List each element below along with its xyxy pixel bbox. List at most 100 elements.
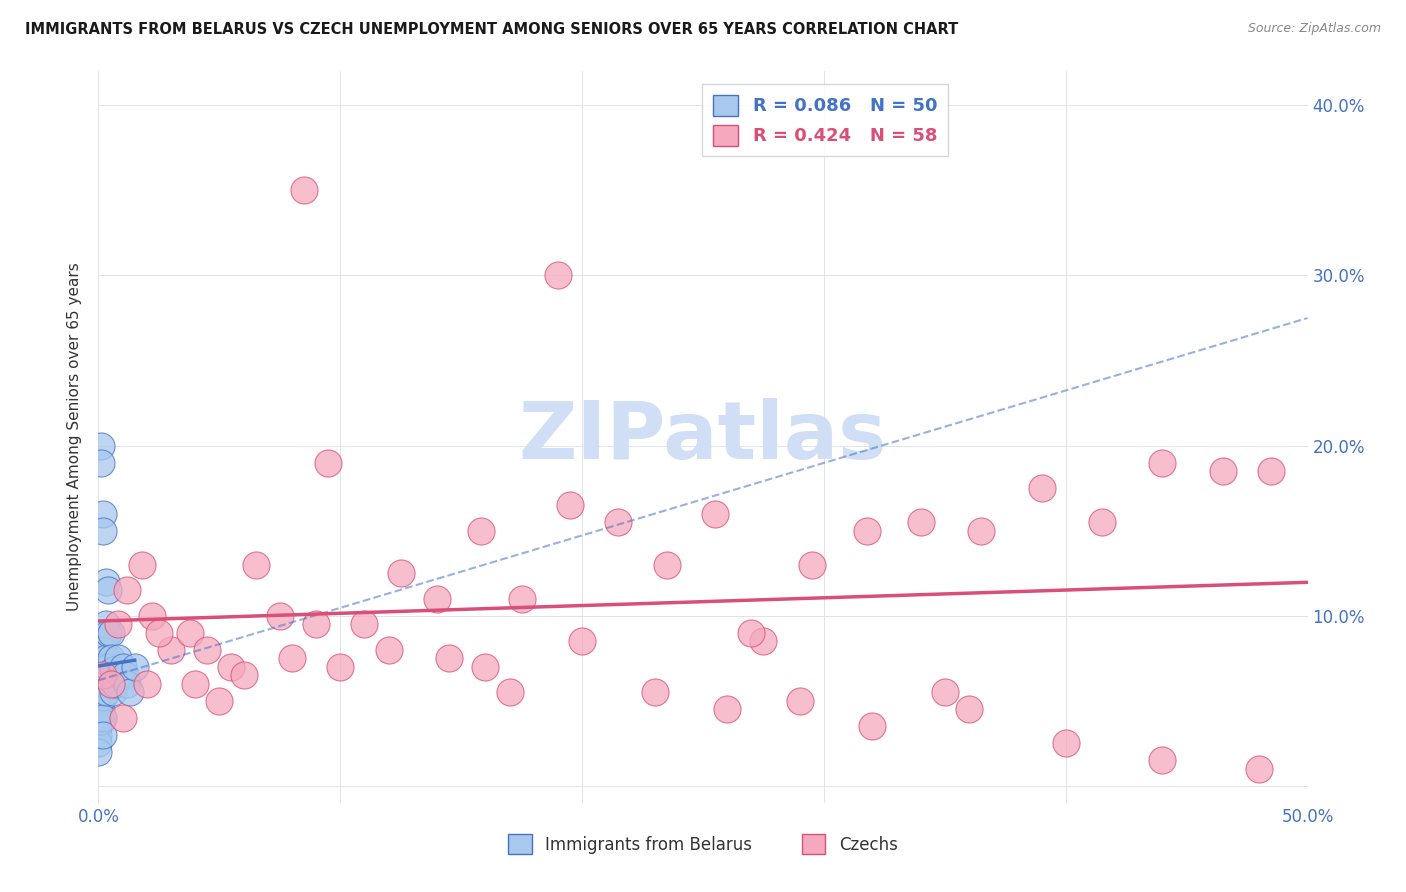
- Point: [160, 642, 183, 657]
- Point: [87, 694, 110, 708]
- Point: [114, 668, 136, 682]
- Point: [704, 507, 727, 521]
- Point: [101, 663, 124, 677]
- Point: [91, 659, 114, 673]
- Point: [195, 642, 218, 657]
- Point: [305, 617, 328, 632]
- Point: [107, 651, 129, 665]
- Point: [87, 728, 110, 742]
- Point: [91, 668, 114, 682]
- Legend: Immigrants from Belarus, Czechs: Immigrants from Belarus, Czechs: [502, 828, 904, 860]
- Point: [353, 617, 375, 632]
- Point: [800, 558, 823, 572]
- Point: [87, 668, 110, 682]
- Point: [1152, 753, 1174, 767]
- Point: [860, 719, 883, 733]
- Point: [470, 524, 492, 538]
- Point: [1054, 736, 1077, 750]
- Point: [107, 617, 129, 632]
- Point: [94, 651, 117, 665]
- Point: [655, 558, 678, 572]
- Point: [141, 608, 163, 623]
- Point: [316, 456, 339, 470]
- Point: [100, 651, 122, 665]
- Point: [90, 680, 112, 694]
- Point: [90, 702, 112, 716]
- Point: [437, 651, 460, 665]
- Point: [571, 634, 593, 648]
- Text: IMMIGRANTS FROM BELARUS VS CZECH UNEMPLOYMENT AMONG SENIORS OVER 65 YEARS CORREL: IMMIGRANTS FROM BELARUS VS CZECH UNEMPLO…: [25, 22, 959, 37]
- Point: [131, 558, 153, 572]
- Point: [124, 659, 146, 673]
- Point: [607, 515, 630, 529]
- Point: [91, 634, 114, 648]
- Point: [856, 524, 879, 538]
- Point: [117, 677, 139, 691]
- Point: [957, 702, 980, 716]
- Point: [547, 268, 569, 283]
- Point: [91, 728, 114, 742]
- Point: [87, 680, 110, 694]
- Point: [100, 625, 122, 640]
- Point: [148, 625, 170, 640]
- Point: [87, 677, 110, 691]
- Point: [934, 685, 956, 699]
- Point: [292, 183, 315, 197]
- Point: [94, 574, 117, 589]
- Point: [269, 608, 291, 623]
- Point: [498, 685, 520, 699]
- Point: [94, 617, 117, 632]
- Point: [91, 677, 114, 691]
- Point: [740, 625, 762, 640]
- Point: [474, 659, 496, 673]
- Point: [1091, 515, 1114, 529]
- Point: [90, 456, 112, 470]
- Point: [377, 642, 399, 657]
- Point: [87, 745, 110, 759]
- Point: [101, 685, 124, 699]
- Point: [1249, 762, 1271, 776]
- Point: [510, 591, 533, 606]
- Point: [91, 711, 114, 725]
- Point: [558, 498, 581, 512]
- Point: [389, 566, 412, 581]
- Point: [111, 659, 134, 673]
- Point: [329, 659, 352, 673]
- Point: [91, 524, 114, 538]
- Point: [281, 651, 304, 665]
- Point: [135, 677, 157, 691]
- Point: [789, 694, 811, 708]
- Point: [221, 659, 243, 673]
- Point: [970, 524, 993, 538]
- Point: [97, 583, 120, 598]
- Point: [97, 625, 120, 640]
- Point: [104, 677, 127, 691]
- Point: [90, 668, 112, 682]
- Point: [97, 659, 120, 673]
- Point: [644, 685, 666, 699]
- Point: [90, 673, 112, 688]
- Point: [245, 558, 267, 572]
- Point: [1212, 464, 1234, 478]
- Point: [208, 694, 231, 708]
- Point: [87, 719, 110, 733]
- Point: [118, 685, 141, 699]
- Point: [111, 711, 134, 725]
- Point: [91, 642, 114, 657]
- Point: [426, 591, 449, 606]
- Point: [90, 663, 112, 677]
- Point: [91, 507, 114, 521]
- Point: [91, 690, 114, 705]
- Point: [1152, 456, 1174, 470]
- Point: [91, 668, 114, 682]
- Point: [87, 736, 110, 750]
- Point: [716, 702, 738, 716]
- Point: [90, 714, 112, 728]
- Point: [108, 668, 131, 682]
- Point: [87, 711, 110, 725]
- Point: [90, 659, 112, 673]
- Text: Source: ZipAtlas.com: Source: ZipAtlas.com: [1247, 22, 1381, 36]
- Point: [910, 515, 932, 529]
- Point: [752, 634, 775, 648]
- Point: [100, 677, 122, 691]
